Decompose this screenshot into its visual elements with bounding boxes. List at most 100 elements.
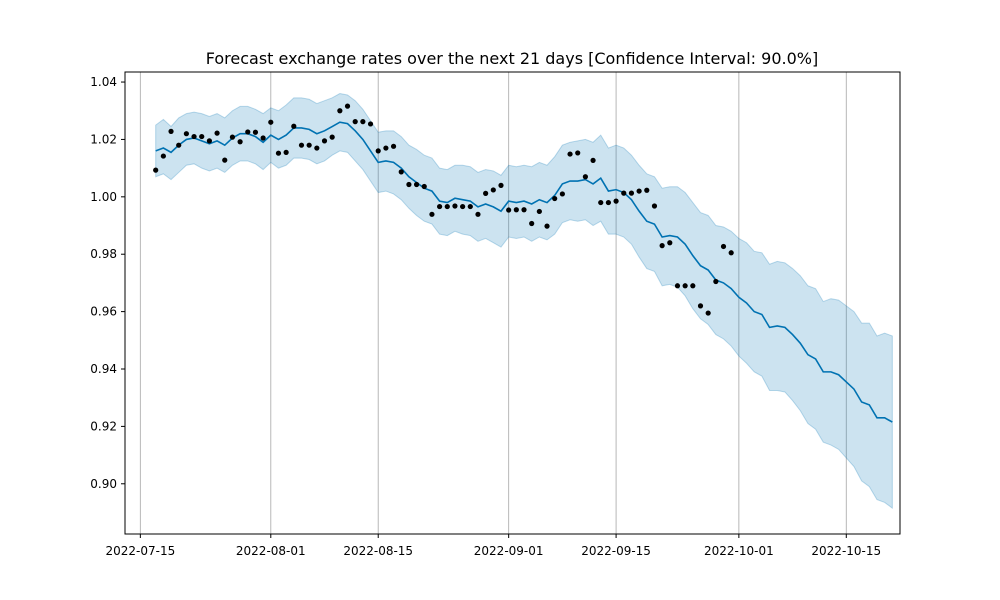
observed-point [321, 138, 328, 144]
confidence-interval-band [155, 92, 893, 510]
observed-point [567, 151, 573, 157]
observed-point [651, 203, 658, 209]
observed-point [444, 203, 450, 210]
observed-point [697, 303, 704, 309]
observed-point [636, 188, 642, 194]
observed-point [552, 195, 558, 202]
observed-points-layer [153, 103, 734, 316]
forecast-line [155, 121, 893, 423]
observed-point [598, 199, 604, 206]
observed-point [360, 119, 366, 125]
observed-point [659, 243, 665, 249]
observed-point [644, 187, 650, 193]
observed-point [252, 129, 259, 135]
observed-point [460, 203, 466, 210]
observed-point [506, 207, 512, 213]
observed-point [329, 134, 335, 140]
observed-point [245, 129, 251, 135]
observed-point [544, 223, 550, 229]
observed-point [160, 153, 166, 159]
observed-point [222, 157, 228, 163]
x-tick-label: 2022-09-15 [581, 544, 651, 558]
observed-point [191, 133, 197, 140]
x-tick-label: 2022-08-15 [343, 544, 413, 558]
observed-point [390, 143, 397, 149]
chart-title: Forecast exchange rates over the next 21… [206, 49, 818, 68]
observed-point [713, 278, 719, 285]
observed-point [437, 203, 443, 210]
x-tick-label: 2022-10-15 [811, 544, 881, 558]
observed-point [690, 283, 696, 289]
observed-point [406, 181, 412, 188]
observed-point [720, 243, 727, 250]
observed-point [429, 211, 435, 217]
observed-point [475, 211, 481, 217]
observed-point [667, 240, 673, 246]
observed-point [229, 134, 236, 140]
observed-point [375, 148, 381, 154]
x-axis: 2022-07-15 2022-08-01 2022-08-15 2022-09-01… [105, 534, 881, 558]
x-tick-label: 2022-08-01 [236, 544, 306, 558]
x-tick-label: 2022-09-01 [474, 544, 544, 558]
observed-point [421, 183, 427, 190]
observed-point [383, 145, 389, 151]
observed-point [199, 133, 205, 140]
observed-point [452, 203, 458, 209]
observed-point [575, 150, 581, 156]
y-tick-label: 0.92 [90, 419, 117, 433]
y-tick-label: 1.00 [90, 190, 117, 204]
observed-point [268, 119, 274, 125]
observed-point [298, 142, 305, 148]
y-tick-label: 1.04 [90, 75, 117, 89]
x-tick-label: 2022-10-01 [704, 544, 774, 558]
y-axis: 0.90 0.92 0.94 0.96 0.98 1.00 1.02 1.04 [90, 75, 125, 491]
observed-point [275, 150, 282, 156]
observed-point [628, 190, 635, 196]
observed-point [705, 310, 711, 316]
y-tick-label: 0.96 [90, 305, 117, 319]
observed-point [352, 119, 358, 125]
observed-point [337, 108, 343, 114]
x-tick-label: 2022-07-15 [105, 544, 175, 558]
observed-point [621, 190, 627, 196]
observed-point [237, 139, 243, 145]
observed-point [314, 145, 320, 151]
observed-point [605, 199, 612, 206]
observed-point [183, 131, 189, 137]
observed-point [168, 128, 174, 134]
observed-point [483, 190, 489, 196]
observed-point [590, 157, 596, 163]
observed-point [613, 198, 619, 204]
y-tick-label: 0.94 [90, 362, 117, 376]
observed-point [413, 181, 420, 188]
observed-point [260, 135, 266, 141]
observed-point [682, 283, 688, 289]
observed-point [291, 123, 297, 129]
observed-point [559, 191, 565, 197]
observed-point [214, 130, 220, 136]
plot-area-frame [124, 71, 901, 535]
observed-point [467, 203, 473, 210]
observed-point [521, 207, 527, 213]
observed-point [153, 167, 159, 173]
observed-point [344, 103, 351, 109]
observed-point [498, 182, 504, 188]
observed-point [398, 169, 404, 175]
confidence-band-layer [155, 92, 893, 510]
observed-point [283, 149, 289, 155]
forecast-line-layer [155, 121, 893, 423]
observed-point [176, 142, 182, 148]
y-tick-label: 1.02 [90, 132, 117, 146]
y-tick-label: 0.90 [90, 477, 117, 491]
observed-point [536, 208, 542, 215]
observed-point [728, 250, 734, 256]
observed-point [582, 174, 589, 180]
observed-point [513, 207, 519, 213]
y-tick-label: 0.98 [90, 247, 117, 261]
observed-point [206, 138, 213, 144]
observed-point [367, 121, 374, 127]
observed-point [529, 220, 535, 227]
observed-point [674, 283, 681, 289]
observed-point [306, 142, 312, 148]
observed-point [490, 187, 496, 193]
